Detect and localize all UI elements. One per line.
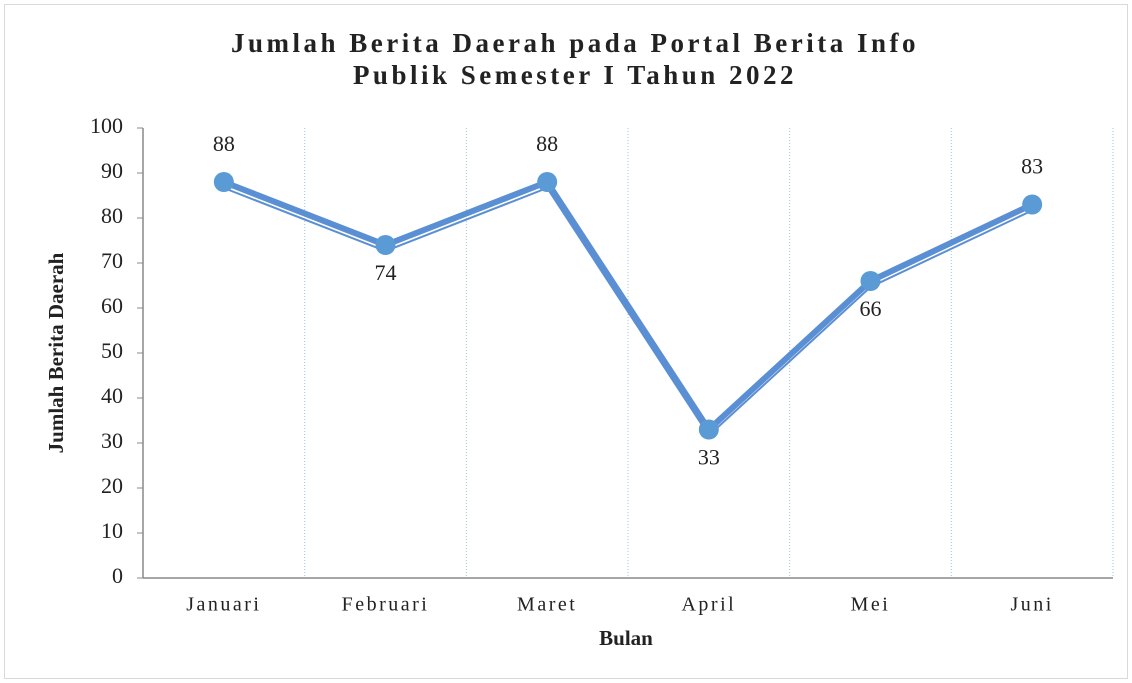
y-tick-label: 0 — [112, 563, 123, 588]
marker — [213, 172, 234, 192]
y-tick-label: 40 — [101, 383, 123, 408]
marker — [1022, 194, 1043, 215]
data-label: 83 — [1021, 154, 1043, 179]
x-tick-label: April — [681, 594, 736, 616]
x-tick-label: Maret — [517, 594, 577, 616]
marker — [375, 235, 396, 255]
marker — [698, 419, 719, 440]
y-tick-label: 10 — [101, 518, 123, 543]
chart-title: Publik Semester I Tahun 2022 — [353, 60, 797, 90]
marker — [537, 172, 558, 192]
chart-frame — [4, 4, 1128, 679]
y-tick-label: 100 — [90, 113, 123, 138]
series-line-shadow — [223, 186, 1033, 438]
x-axis-title: Bulan — [599, 626, 653, 650]
marker — [860, 271, 881, 291]
y-tick-label: 50 — [101, 338, 123, 363]
x-tick-label: Februari — [342, 594, 430, 616]
data-label: 88 — [536, 131, 558, 156]
data-label: 88 — [213, 131, 235, 156]
y-tick-label: 90 — [101, 158, 123, 183]
data-label: 74 — [375, 260, 397, 285]
x-tick-label: Mei — [851, 594, 891, 616]
series-line — [222, 179, 1034, 433]
data-label: 66 — [860, 296, 882, 321]
y-tick-label: 80 — [101, 203, 123, 228]
y-tick-label: 30 — [101, 428, 123, 453]
chart-title: Jumlah Berita Daerah pada Portal Berita … — [231, 28, 919, 58]
y-tick-label: 60 — [101, 293, 123, 318]
x-tick-label: Januari — [186, 594, 261, 616]
y-axis-title: Jumlah Berita Daerah — [44, 252, 68, 453]
y-tick-label: 20 — [101, 473, 123, 498]
y-tick-label: 70 — [101, 248, 123, 273]
x-tick-label: Juni — [1010, 594, 1053, 616]
data-label: 33 — [698, 445, 720, 470]
